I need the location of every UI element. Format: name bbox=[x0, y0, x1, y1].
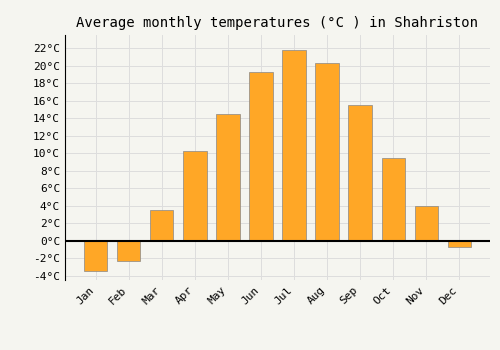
Bar bbox=[448, 241, 470, 247]
Bar bbox=[382, 158, 404, 241]
Bar bbox=[118, 241, 141, 261]
Bar bbox=[414, 205, 438, 241]
Title: Average monthly temperatures (°C ) in Shahriston: Average monthly temperatures (°C ) in Sh… bbox=[76, 16, 478, 30]
Bar bbox=[348, 105, 372, 241]
Bar bbox=[84, 241, 108, 271]
Bar bbox=[150, 210, 174, 241]
Bar bbox=[316, 63, 338, 241]
Bar bbox=[250, 72, 272, 241]
Bar bbox=[216, 114, 240, 241]
Bar bbox=[282, 50, 306, 241]
Bar bbox=[184, 151, 206, 241]
